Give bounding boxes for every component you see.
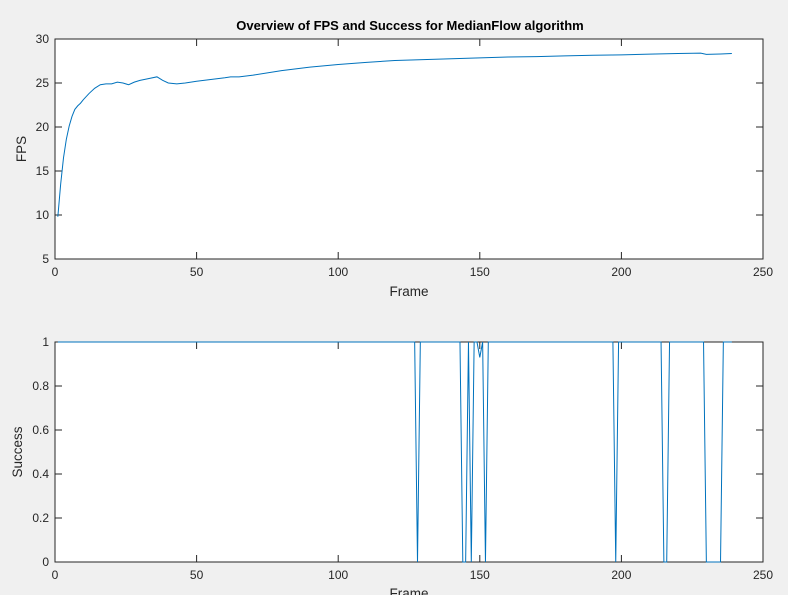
success-x-tick-label: 250 bbox=[753, 568, 773, 582]
success-y-tick-label: 0.4 bbox=[32, 467, 49, 481]
fps-axes: 0 50 100 150 200 250 5 10 15 20 25 30 Frame FPS bbox=[14, 32, 773, 299]
fps-plot-area bbox=[54, 38, 764, 260]
fps-y-tick-label: 5 bbox=[42, 252, 49, 266]
success-y-tick-label: 0 bbox=[42, 555, 49, 569]
fps-x-tick-label: 100 bbox=[328, 265, 348, 279]
success-x-tick-label: 150 bbox=[470, 568, 490, 582]
success-y-tick-label: 1 bbox=[42, 335, 49, 349]
fps-x-tick-label: 150 bbox=[470, 265, 490, 279]
fps-y-tick-label: 20 bbox=[36, 120, 50, 134]
success-x-tick-label: 200 bbox=[611, 568, 631, 582]
success-x-tick-label: 100 bbox=[328, 568, 348, 582]
fps-x-tick-label: 250 bbox=[753, 265, 773, 279]
success-tick-labels: 0 50 100 150 200 250 0 0.2 0.4 0.6 0.8 1 bbox=[32, 335, 773, 582]
fps-y-tick-label: 25 bbox=[36, 76, 50, 90]
fps-x-tick-label: 200 bbox=[611, 265, 631, 279]
success-x-tick-label: 0 bbox=[52, 568, 59, 582]
fps-x-tick-label: 0 bbox=[52, 265, 59, 279]
success-x-axis-label: Frame bbox=[389, 586, 428, 595]
success-y-tick-label: 0.2 bbox=[32, 511, 49, 525]
fps-y-tick-label: 15 bbox=[36, 164, 50, 178]
fps-y-tick-label: 10 bbox=[36, 208, 50, 222]
success-y-tick-label: 0.6 bbox=[32, 423, 49, 437]
success-y-tick-label: 0.8 bbox=[32, 379, 49, 393]
fps-y-axis-label: FPS bbox=[14, 136, 29, 162]
fps-tick-labels: 0 50 100 150 200 250 5 10 15 20 25 30 bbox=[36, 32, 774, 279]
success-y-axis-label: Success bbox=[10, 426, 25, 477]
success-x-tick-label: 50 bbox=[190, 568, 204, 582]
fps-x-tick-label: 50 bbox=[190, 265, 204, 279]
chart-title: Overview of FPS and Success for MedianFl… bbox=[236, 18, 583, 33]
fps-y-tick-label: 30 bbox=[36, 32, 50, 46]
success-plot-area bbox=[54, 341, 764, 563]
fps-x-axis-label: Frame bbox=[389, 284, 428, 299]
fps-series-line bbox=[57, 52, 732, 217]
success-series-line bbox=[57, 341, 732, 563]
fps-ticks bbox=[54, 38, 764, 260]
success-axes: 0 50 100 150 200 250 0 0.2 0.4 0.6 0.8 1 Frame Succ… bbox=[10, 335, 773, 595]
